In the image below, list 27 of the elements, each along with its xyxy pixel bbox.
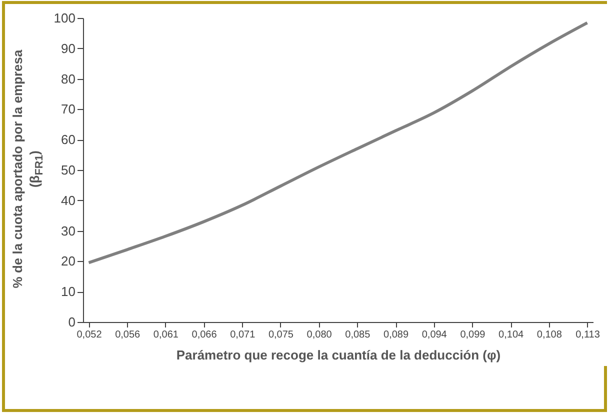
x-tick-label: 0,080 [306, 330, 332, 340]
x-tick-label: 0,071 [230, 330, 256, 340]
y-tick-label: 30 [61, 223, 76, 238]
x-tick-label: 0,094 [422, 330, 448, 340]
line-series [87, 21, 589, 264]
x-tick-label: 0,099 [460, 330, 486, 340]
y-tick-label: 60 [61, 132, 76, 148]
y-tick-label: 70 [61, 102, 76, 117]
x-axis-title: Parámetro que recoge la cuantía de la deducción (φ) [176, 348, 501, 362]
y-tick-label: 40 [61, 192, 76, 208]
x-tick-label: 0,113 [576, 330, 600, 340]
y-tick-label: 50 [61, 162, 76, 178]
x-tick-label: 0,108 [536, 330, 562, 340]
x-tick-label: 0,104 [498, 330, 524, 340]
y-tick-label: 90 [61, 40, 76, 56]
x-tick-label: 0,085 [345, 330, 371, 340]
x-tick-label: 0,052 [76, 330, 102, 340]
y-tick-label: 0 [68, 314, 76, 330]
y-tick-label: 80 [61, 71, 76, 86]
y-tick-label: 100 [54, 10, 76, 26]
x-tick-label: 0,066 [192, 330, 218, 340]
x-tick-label: 0,089 [384, 330, 409, 340]
x-tick-label: 0,075 [268, 330, 294, 340]
y-tick-label: 10 [61, 284, 76, 300]
y-tick-label: 20 [61, 254, 76, 269]
x-tick-label: 0,061 [153, 330, 179, 340]
x-tick-label: 0,056 [115, 330, 141, 340]
